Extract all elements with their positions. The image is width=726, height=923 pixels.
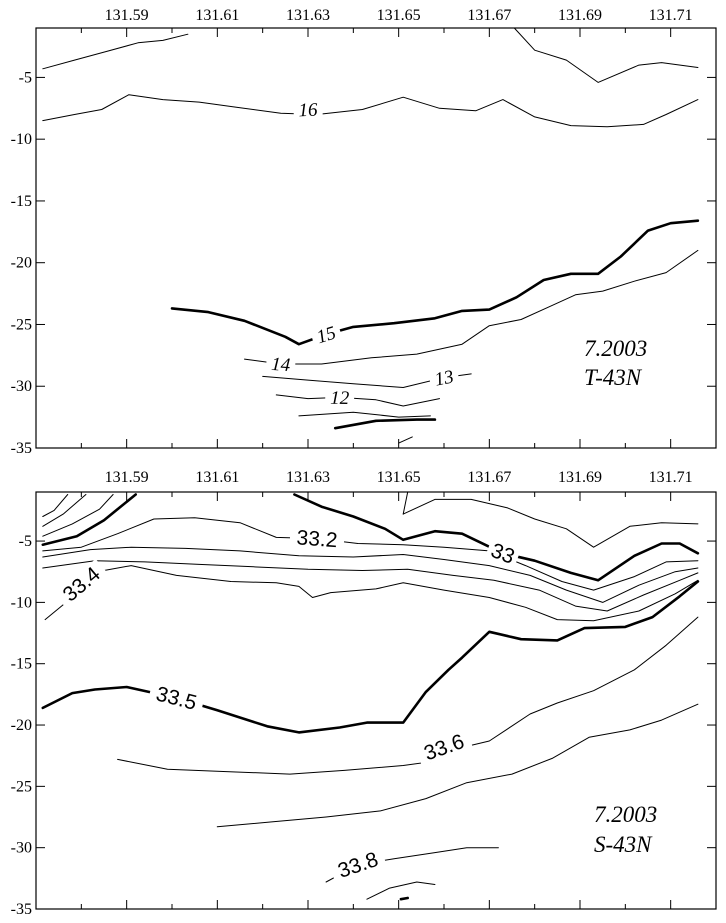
temperature-contour-label-group: 13	[428, 365, 460, 391]
salinity-contour-line	[216, 703, 699, 828]
temperature-contour-label-group: 15	[309, 321, 343, 348]
x-tick-label: 131.69	[558, 7, 602, 24]
y-tick-label: -35	[11, 901, 32, 918]
temperature-contour-label-group: 12	[325, 388, 355, 409]
salinity-contour-line	[41, 580, 700, 734]
salinity-contour-line	[41, 493, 137, 546]
y-tick-label: -15	[11, 193, 32, 210]
temperature-section-label: T-43N	[584, 365, 643, 390]
temperature-contour-line	[298, 411, 431, 418]
salinity-contour-label-bg	[54, 558, 109, 610]
salinity-contour-label-group: 33.6	[415, 728, 473, 766]
x-tick-label: 131.61	[195, 7, 239, 24]
x-tick-label: 131.59	[105, 469, 149, 486]
temperature-contour-label: 13	[433, 366, 456, 390]
y-tick-label: -15	[11, 656, 32, 673]
salinity-contour-label: 33.5	[154, 682, 199, 714]
salinity-date-label: 7.2003	[594, 802, 657, 827]
x-tick-label: 131.69	[558, 469, 602, 486]
temperature-ticks: 131.59 131.61 131.63 131.65 131.67 131.69 131.…	[11, 7, 716, 457]
salinity-contour-label-bg	[329, 846, 387, 884]
salinity-contour-line	[42, 517, 699, 591]
y-tick-label: -10	[11, 594, 32, 611]
temperature-contour-line	[275, 394, 440, 407]
temperature-contour-label-group: 14	[265, 354, 296, 376]
temperature-contour-label-group: 16	[293, 99, 323, 122]
salinity-contour-line	[42, 494, 114, 537]
y-tick-label: -25	[11, 316, 32, 333]
temperature-plot-frame	[35, 27, 717, 449]
temperature-contour-label-bg	[325, 388, 355, 407]
y-tick-label: -20	[11, 255, 32, 272]
y-tick-label: -25	[11, 778, 32, 795]
salinity-contour-label-bg	[289, 526, 345, 551]
salinity-plot-frame	[35, 491, 717, 910]
salinity-contour-label-group: 33.5	[147, 681, 206, 715]
salinity-contour-label-group: 33.4	[54, 558, 109, 610]
temperature-contour-line	[513, 27, 699, 83]
y-tick-label: -20	[11, 717, 32, 734]
salinity-contour-label-bg	[147, 681, 206, 715]
x-tick-label: 131.59	[105, 7, 149, 24]
x-tick-label: 131.67	[467, 469, 511, 486]
salinity-ticks: 131.59 131.61 131.63 131.65 131.67 131.69 131.…	[11, 469, 716, 918]
temperature-panel: 131.59 131.61 131.63 131.65 131.67 131.69 131.…	[11, 7, 717, 457]
temperature-date-label: 7.2003	[584, 336, 647, 361]
salinity-contour-line	[42, 494, 69, 517]
temperature-contour-label: 12	[330, 388, 350, 409]
y-tick-label: -5	[19, 69, 32, 86]
x-tick-label: 131.63	[286, 7, 330, 24]
temperature-contour-label-bg	[309, 321, 343, 348]
y-tick-label: -10	[11, 131, 32, 148]
x-tick-label: 131.71	[649, 7, 693, 24]
x-tick-label: 131.65	[377, 469, 421, 486]
temperature-contour-line	[333, 418, 437, 430]
x-tick-label: 131.63	[286, 469, 330, 486]
x-tick-label: 131.67	[467, 7, 511, 24]
salinity-contour-label-group: 33.8	[329, 846, 387, 884]
salinity-panel: 131.59 131.61 131.63 131.65 131.67 131.69 131.…	[11, 469, 717, 918]
salinity-contour-line	[44, 565, 699, 622]
salinity-contour-line	[42, 560, 699, 612]
salinity-contour-line	[42, 546, 699, 603]
salinity-contour-label-group: 33.2	[289, 526, 345, 552]
temperature-contour-label: 16	[298, 100, 318, 122]
y-tick-label: -5	[19, 533, 32, 550]
salinity-contour-label-bg	[415, 728, 473, 766]
salinity-contour-line	[402, 498, 699, 548]
temperature-contour-line	[42, 33, 189, 70]
y-tick-label: -30	[11, 378, 32, 395]
temperature-contour-label-bg	[265, 354, 296, 374]
y-tick-label: -35	[11, 440, 32, 457]
temperature-contour-line	[398, 436, 413, 444]
y-tick-label: -30	[11, 840, 32, 857]
temperature-contour-label-bg	[293, 99, 323, 120]
salinity-contour-line	[402, 491, 409, 515]
salinity-contour-label: 33.6	[421, 730, 467, 765]
temperature-contour-label-bg	[428, 365, 460, 390]
x-tick-label: 131.61	[195, 469, 239, 486]
temperature-contour-line	[170, 219, 700, 346]
salinity-contour-line	[42, 494, 87, 527]
salinity-contour-label: 33.2	[296, 526, 338, 552]
salinity-contour-label-bg	[484, 538, 521, 569]
salinity-contour-label: 33.8	[335, 848, 381, 883]
salinity-contour-line	[366, 881, 436, 900]
salinity-contour-line	[399, 896, 409, 901]
temperature-contour-line	[42, 94, 699, 128]
temperature-contour-label: 14	[271, 354, 292, 376]
temperature-contour-line	[244, 249, 699, 365]
temperature-contour-labels: 16 15 14 13 12	[265, 99, 460, 409]
x-tick-label: 131.65	[377, 7, 421, 24]
x-tick-label: 131.71	[649, 469, 693, 486]
salinity-section-label: S-43N	[594, 832, 653, 857]
